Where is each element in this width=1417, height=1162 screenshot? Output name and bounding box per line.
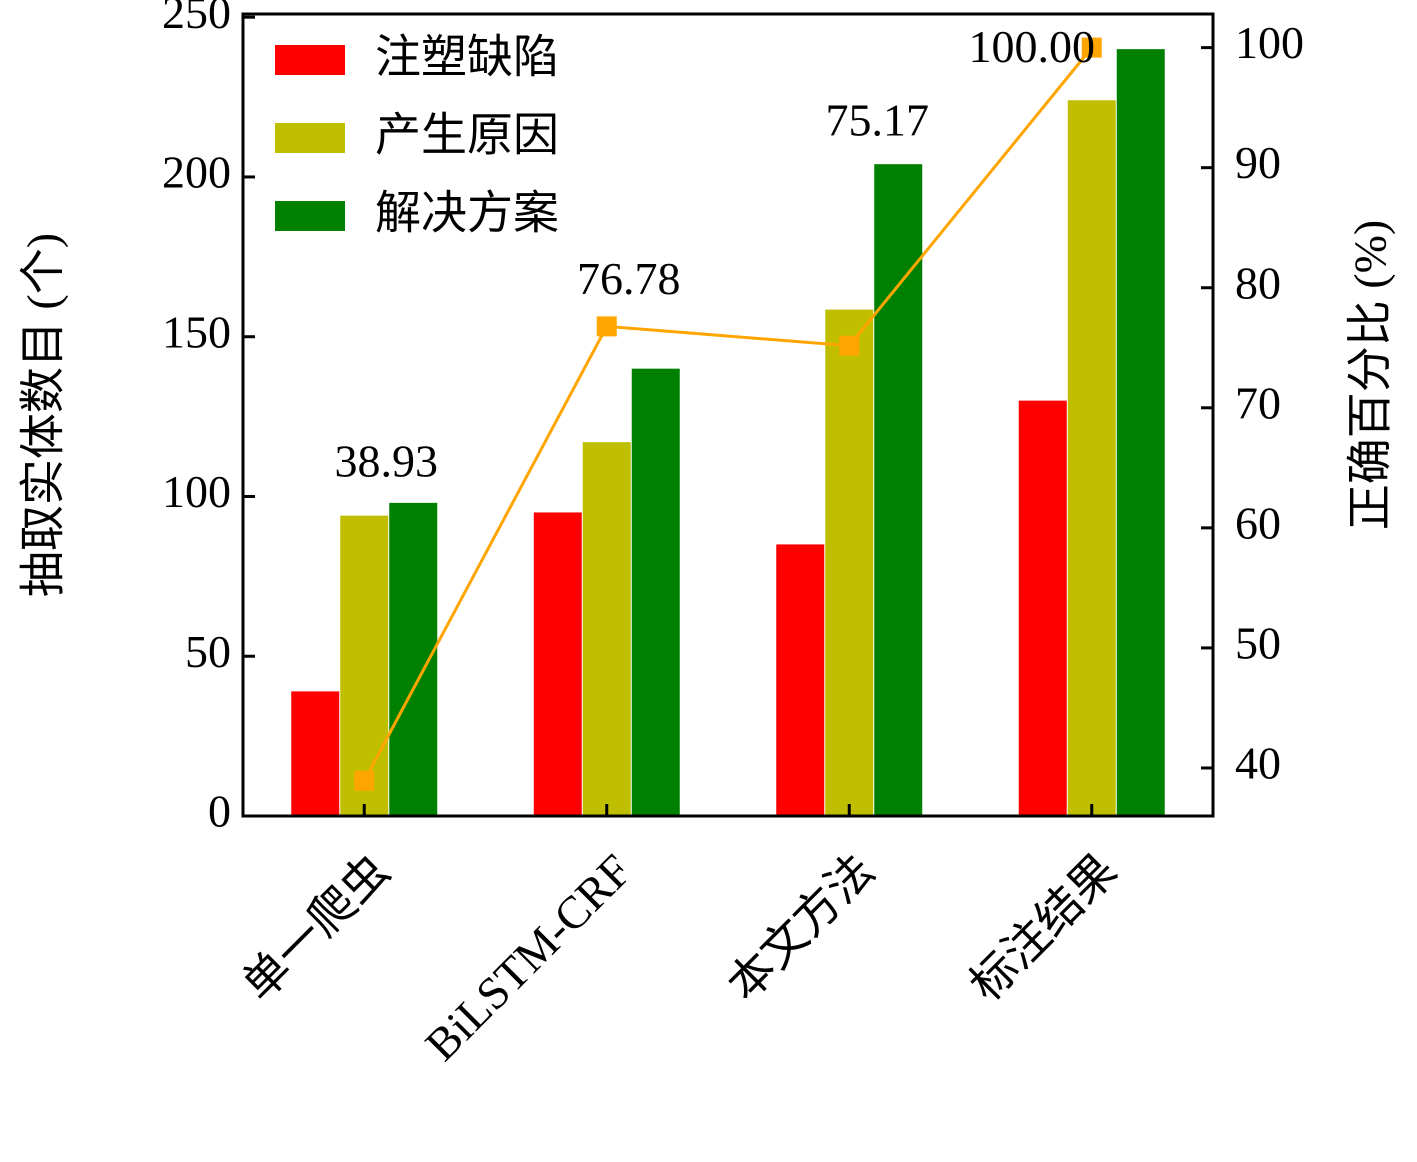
line-marker xyxy=(839,335,860,356)
y-tick-label: 0 xyxy=(208,786,231,837)
y2-axis-label: 正确百分比 (%) xyxy=(1345,220,1396,530)
bar xyxy=(776,544,825,816)
x-tick-label: BiLSTM-CRF xyxy=(415,844,641,1070)
line xyxy=(362,46,1093,782)
line-marker xyxy=(596,316,617,337)
bar xyxy=(825,309,874,816)
data-label: 75.17 xyxy=(826,94,930,145)
bar xyxy=(1067,100,1116,816)
data-label: 76.78 xyxy=(577,253,681,304)
bar xyxy=(340,515,389,816)
legend-label: 注塑缺陷 xyxy=(375,32,559,83)
plot-frame xyxy=(241,12,1215,818)
y2-tick-label: 90 xyxy=(1235,137,1281,188)
x-tick-label: 本文方法 xyxy=(718,844,884,1010)
x-tick-label: 标注结果 xyxy=(960,844,1126,1010)
legend-swatch xyxy=(275,123,345,153)
legend-swatch xyxy=(275,45,345,75)
y2-tick-label: 40 xyxy=(1235,738,1281,789)
legend-label: 产生原因 xyxy=(375,110,559,161)
y2-tick-label: 50 xyxy=(1235,617,1281,668)
line-marker xyxy=(1081,37,1102,58)
legend-label: 解决方案 xyxy=(375,188,559,239)
legend-swatch xyxy=(275,201,345,231)
bar xyxy=(1018,400,1067,816)
bar xyxy=(631,368,680,816)
bar xyxy=(1116,49,1165,817)
y2-tick-label: 60 xyxy=(1235,497,1281,548)
y-tick-label: 50 xyxy=(185,626,231,677)
y2-tick-label: 100 xyxy=(1235,17,1304,68)
bar xyxy=(291,691,340,816)
line-marker xyxy=(354,770,375,791)
y-tick-label: 200 xyxy=(162,147,231,198)
x-tick-label: 单一爬虫 xyxy=(233,844,399,1010)
data-label: 38.93 xyxy=(335,435,439,486)
bar xyxy=(533,512,582,816)
y-tick-label: 250 xyxy=(162,0,231,38)
y2-tick-label: 80 xyxy=(1235,257,1281,308)
y-axis-label: 抽取实体数目 (个) xyxy=(18,233,69,597)
bar xyxy=(582,442,631,816)
y2-tick-label: 70 xyxy=(1235,377,1281,428)
data-label: 100.00 xyxy=(969,21,1096,72)
bar xyxy=(874,164,923,816)
y-tick-label: 100 xyxy=(162,466,231,517)
y-tick-label: 150 xyxy=(162,306,231,357)
